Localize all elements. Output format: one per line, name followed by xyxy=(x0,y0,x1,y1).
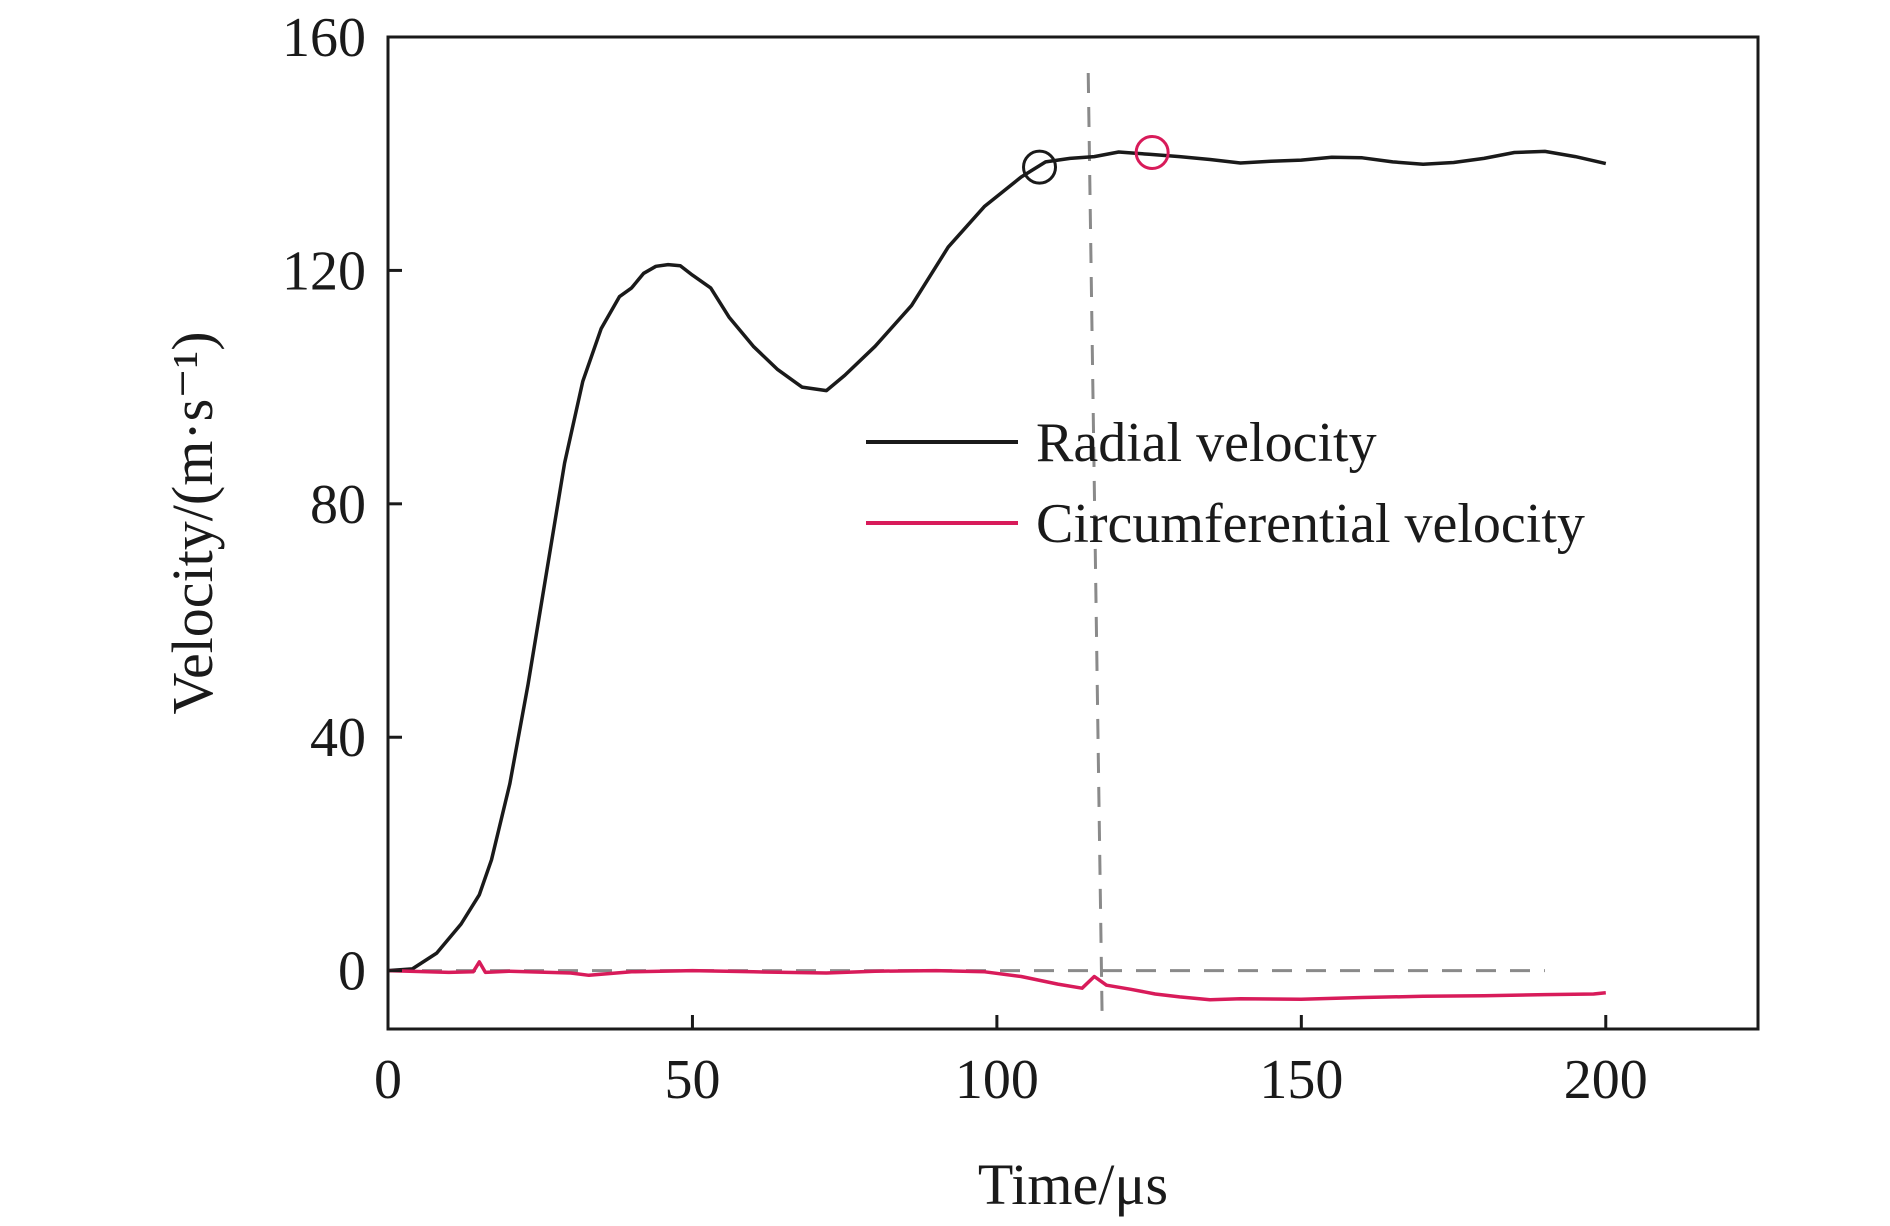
circle-marker xyxy=(1134,135,1170,171)
radial-velocity-line xyxy=(387,149,1607,973)
y-axis-title: Velocity/(m·s⁻¹) xyxy=(160,331,225,714)
x-tick-label: 200 xyxy=(1564,1049,1648,1111)
x-axis-title: Time/μs xyxy=(978,1152,1168,1217)
legend-label-radial: Radial velocity xyxy=(1036,412,1377,474)
legend-label-circumferential: Circumferential velocity xyxy=(1036,493,1585,555)
x-tick-label: 100 xyxy=(955,1049,1039,1111)
axis-ticks: 0 50 100 150 200 0 40 80 120 160 xyxy=(282,7,1648,1111)
y-tick-label: 40 xyxy=(310,707,366,769)
circumferential-velocity-line xyxy=(387,960,1606,1002)
y-tick-label: 80 xyxy=(310,474,366,536)
y-tick-label: 160 xyxy=(282,7,366,69)
circle-marker xyxy=(1022,149,1058,185)
x-tick-label: 0 xyxy=(374,1049,402,1111)
plot-frame xyxy=(386,35,1760,1031)
y-tick-label: 0 xyxy=(338,941,366,1003)
series-layer xyxy=(387,149,1607,1002)
marker-layer xyxy=(1022,135,1170,185)
vertical-reference-line xyxy=(1086,72,1104,1024)
y-tick-label: 120 xyxy=(282,240,366,302)
legend: Radial velocity Circumferential velocity xyxy=(866,412,1585,555)
x-tick-label: 150 xyxy=(1259,1049,1343,1111)
x-tick-label: 50 xyxy=(664,1049,720,1111)
